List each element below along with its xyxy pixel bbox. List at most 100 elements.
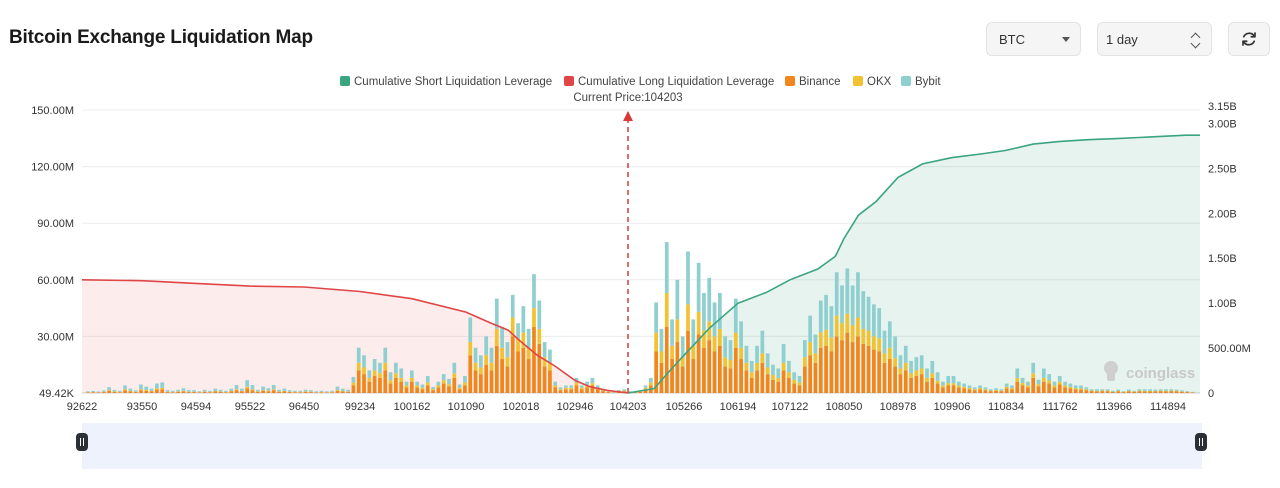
bar-segment-binance (117, 392, 122, 393)
bar-segment-binance (176, 391, 180, 393)
cumulative-lines (81, 134, 1200, 394)
cumulative-areas (82, 135, 1200, 393)
bar-segment-bybit (797, 376, 802, 383)
x-axis-tick: 100162 (394, 401, 431, 413)
bar-segment-bybit (224, 390, 228, 392)
bar-segment-bybit (1116, 389, 1121, 391)
bar-segment-bybit (107, 387, 111, 390)
left-axis-tick: 49.42K (39, 388, 75, 400)
bar-segment-binance (123, 390, 127, 393)
bar-segment-binance (574, 385, 579, 393)
bar-segment-bybit (946, 376, 951, 384)
bar-segment-bybit (675, 279, 680, 320)
bar-segment-okx (659, 351, 664, 363)
bar-segment-okx (919, 368, 924, 375)
bar-segment-bybit (1089, 389, 1094, 391)
bar-segment-binance (579, 389, 584, 393)
bar-segment-okx (680, 357, 685, 367)
bar-segment-bybit (1047, 374, 1051, 381)
bar-segment-binance (107, 390, 111, 393)
right-axis-tick: 500.00M (1208, 343, 1251, 355)
bar-segment-bybit (898, 355, 903, 369)
bar-segment-okx (457, 387, 462, 390)
bar-segment-bybit (983, 387, 988, 390)
bar-segment-okx (1126, 390, 1131, 392)
bar-segment-binance (941, 387, 945, 393)
bar-segment-bybit (526, 328, 531, 348)
bar-segment-binance (962, 388, 967, 393)
bar-segment-binance (452, 377, 457, 393)
bar-segment-bybit (978, 385, 982, 389)
bar-segment-okx (1063, 385, 1067, 388)
bar-segment-binance (818, 347, 823, 393)
bar-segment-bybit (1095, 389, 1099, 391)
bar-segment-okx (139, 389, 143, 391)
bar-segment-bybit (1126, 389, 1131, 391)
bar-segment-bybit (149, 388, 154, 391)
bar-segment-binance (1047, 383, 1051, 393)
bar-segment-bybit (510, 294, 515, 318)
bar-segment-bybit (208, 390, 212, 392)
bar-segment-binance (1041, 381, 1046, 393)
bar-segment-binance (388, 383, 393, 393)
bar-segment-binance (898, 374, 903, 393)
bar-segment-bybit (834, 272, 839, 316)
bar-segment-okx (1174, 390, 1179, 392)
right-axis-tick: 2.50B (1208, 163, 1237, 175)
bar-segment-okx (1089, 390, 1094, 392)
bar-segment-bybit (840, 285, 844, 324)
bar-segment-bybit (1026, 381, 1030, 386)
bar-segment-okx (362, 367, 366, 375)
bar-segment-binance (208, 392, 212, 393)
refresh-button[interactable] (1228, 22, 1270, 56)
bar-segment-bybit (1100, 389, 1105, 391)
bar-segment-okx (234, 389, 239, 391)
bar-segment-bybit (771, 364, 775, 376)
bar-segment-bybit (595, 385, 600, 388)
bar-segment-binance (856, 336, 860, 393)
left-axis-tick: 90.00M (37, 218, 74, 230)
slider-handle-left (76, 433, 88, 451)
bar-segment-binance (367, 381, 372, 393)
bar-segment-binance (293, 392, 297, 393)
bar-segment-binance (925, 381, 929, 393)
bar-segment-okx (266, 390, 271, 392)
bar-segment-binance (234, 390, 239, 393)
bar-segment-binance (643, 389, 648, 393)
coin-select[interactable]: BTC (986, 22, 1081, 56)
bar-segment-okx (765, 367, 770, 375)
bar-segment-okx (946, 383, 951, 386)
bar-segment-binance (1158, 391, 1163, 393)
bar-segment-bybit (691, 319, 696, 346)
bar-segment-bybit (335, 386, 340, 390)
bar-segment-binance (362, 374, 366, 393)
bar-segment-binance (197, 392, 202, 393)
right-axis-tick: 3.15B (1208, 101, 1237, 113)
range-slider[interactable] (76, 423, 1207, 469)
x-axis-tick: 95522 (235, 401, 266, 413)
bar-segment-bybit (914, 357, 919, 371)
bar-segment-okx (829, 337, 834, 352)
bar-segment-okx (1004, 386, 1009, 389)
bar-segment-okx (718, 328, 722, 346)
bar-segment-bybit (500, 326, 504, 348)
bar-segment-bybit (579, 385, 584, 388)
bar-segment-bybit (702, 293, 706, 331)
bar-segment-bybit (728, 340, 733, 360)
bar-segment-bybit (404, 381, 409, 386)
bar-segment-binance (733, 347, 738, 393)
bar-segment-bybit (872, 304, 876, 337)
bar-segment-bybit (696, 262, 701, 312)
time-range-select[interactable]: 1 day (1097, 22, 1212, 56)
bar-segment-bybit (218, 389, 223, 392)
x-axis-tick: 96450 (289, 401, 320, 413)
bar-segment-okx (909, 373, 913, 378)
bar-segment-bybit (356, 347, 361, 363)
bar-segment-okx (494, 328, 499, 346)
bar-segment-bybit (255, 389, 260, 392)
x-axis-tick: 92622 (67, 401, 98, 413)
bar-segment-okx (664, 293, 669, 327)
bar-segment-okx (548, 362, 552, 371)
bar-segment-bybit (330, 390, 335, 392)
bar-segment-okx (914, 370, 919, 377)
